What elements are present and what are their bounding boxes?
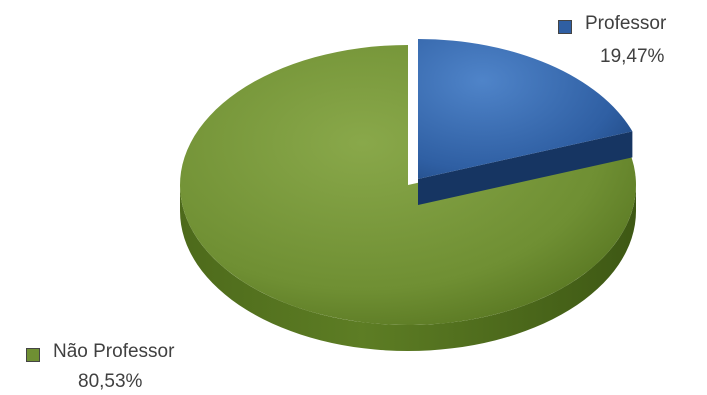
data-label-professor: 19,47%: [600, 46, 665, 67]
pie-slice-top-professor: [418, 39, 633, 179]
legend-label-professor: Professor: [585, 13, 667, 34]
legend-label-nao-professor: Não Professor: [53, 341, 175, 362]
pie-slice-n-o-professor: [180, 45, 636, 351]
pie-slice-side-n-o-professor: [180, 185, 636, 351]
pie-slice-professor: [418, 39, 633, 205]
legend-swatch-professor: [558, 20, 572, 34]
pie-slice-cut-professor: [418, 131, 633, 205]
pie-slice-top-n-o-professor: [180, 45, 636, 325]
data-label-nao-professor: 80,53%: [78, 371, 143, 392]
legend-swatch-nao-professor: [26, 348, 40, 362]
